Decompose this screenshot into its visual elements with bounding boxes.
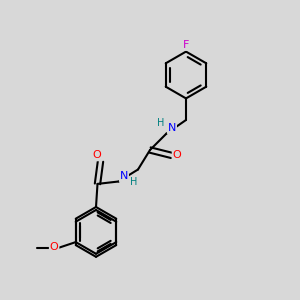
Text: N: N	[168, 123, 176, 133]
Text: N: N	[120, 171, 128, 181]
Text: O: O	[172, 150, 182, 161]
Text: O: O	[50, 242, 58, 252]
Text: H: H	[157, 118, 164, 128]
Text: F: F	[183, 40, 189, 50]
Text: O: O	[92, 150, 101, 161]
Text: H: H	[130, 177, 138, 187]
